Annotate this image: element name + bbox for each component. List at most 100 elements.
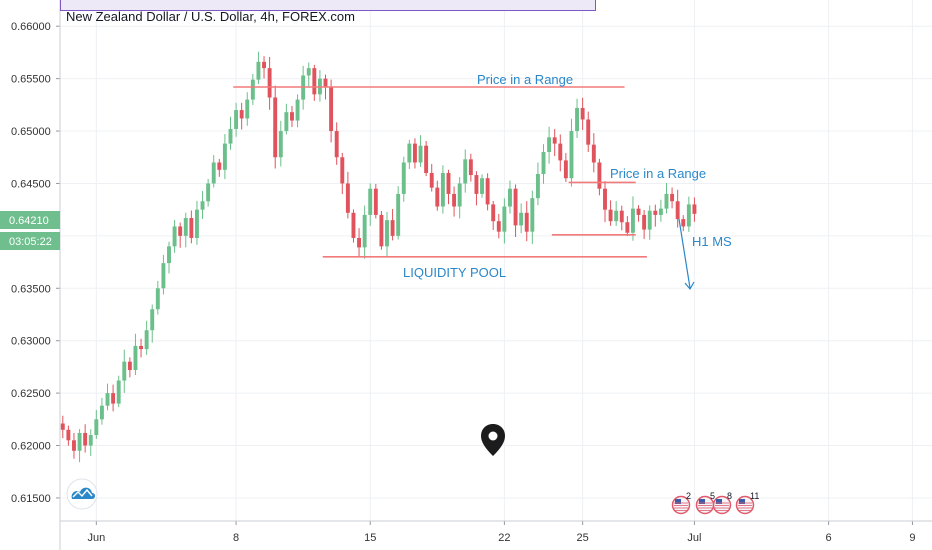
candle (127, 357, 132, 378)
location-pin-icon (481, 424, 505, 456)
candle (603, 181, 607, 223)
candle (446, 169, 451, 205)
candle-body (625, 222, 630, 233)
candle (575, 98, 580, 138)
candle (150, 304, 155, 343)
candle (396, 186, 401, 240)
y-tick-label: 0.63000 (11, 336, 51, 348)
candle (429, 163, 434, 192)
event-marker[interactable]: 8 (712, 491, 733, 515)
candle-body (150, 309, 155, 331)
candle-body (524, 212, 529, 232)
candle-body (502, 206, 507, 232)
x-tick-label: 15 (364, 532, 376, 544)
candle (508, 180, 512, 214)
candle (284, 103, 289, 135)
candle (200, 190, 205, 219)
candle-body (250, 79, 255, 100)
x-tick-label: Jul (687, 532, 701, 544)
candle (122, 349, 127, 393)
candle-body (239, 110, 244, 119)
candle (681, 215, 686, 232)
candle-body (83, 432, 88, 446)
candle-body (323, 78, 328, 88)
candle-body (66, 429, 71, 441)
candle (658, 199, 663, 222)
candle (480, 174, 484, 198)
candle-body (206, 183, 211, 202)
candle (541, 144, 546, 184)
annotation-h1-ms[interactable]: H1 MS (692, 234, 732, 249)
candle (547, 126, 552, 164)
candle (424, 141, 429, 177)
event-marker[interactable]: 2 (671, 491, 692, 515)
candle-body (675, 201, 680, 220)
candle (435, 180, 440, 211)
candle-body (234, 110, 239, 129)
candle-body (647, 210, 652, 230)
candle-body (295, 99, 300, 121)
projection-arrow[interactable] (678, 218, 695, 291)
y-tick-label: 0.63500 (11, 283, 51, 295)
flag-canton (699, 499, 705, 504)
candle (317, 69, 322, 102)
candle (535, 162, 540, 206)
candle-body (463, 159, 468, 184)
annotation-price-range-top[interactable]: Price in a Range (477, 72, 573, 87)
candle (66, 425, 71, 446)
candle-body (496, 221, 501, 232)
candle-body (575, 107, 580, 132)
candle-body (172, 226, 177, 247)
candle-body (385, 220, 389, 247)
candle (357, 228, 362, 258)
x-tick-label: 25 (577, 532, 589, 544)
candle-body (290, 112, 294, 121)
annotation-price-range-small[interactable]: Price in a Range (610, 166, 706, 181)
candle (468, 153, 473, 182)
candle-body (681, 219, 686, 227)
y-tick-label: 0.65000 (11, 126, 51, 138)
candle (217, 158, 222, 177)
candle-body (580, 107, 585, 120)
candle (440, 165, 445, 214)
candle (552, 129, 557, 157)
y-tick-label: 0.61500 (11, 493, 51, 505)
candle (329, 79, 334, 143)
event-count: 2 (686, 491, 691, 501)
candle-body (245, 99, 250, 119)
candle-body (267, 68, 272, 98)
current-price-label: 0.64210 (9, 215, 49, 227)
candle-body (547, 137, 552, 153)
candle-body (457, 183, 462, 207)
candle (597, 158, 602, 196)
event-marker[interactable]: 11 (735, 491, 760, 515)
candle-body (569, 131, 574, 179)
candle (502, 198, 507, 244)
candle-body (424, 145, 429, 173)
candle-body (306, 68, 311, 76)
event-marker[interactable]: 5 (695, 491, 716, 515)
candle (340, 152, 345, 195)
candle (105, 383, 110, 411)
candle (273, 85, 278, 169)
candle (334, 122, 339, 165)
candle-body (334, 131, 339, 158)
x-tick-label: 6 (826, 532, 832, 544)
candle-body (127, 361, 132, 371)
candle-body (362, 214, 367, 248)
candle-body (597, 162, 602, 189)
candle (245, 92, 250, 126)
candle (345, 171, 350, 219)
candle-body (144, 330, 149, 350)
candle (194, 200, 199, 245)
annotation-liquidity-pool[interactable]: LIQUIDITY POOL (403, 265, 506, 280)
candle (463, 149, 468, 193)
candle (457, 177, 462, 219)
candle-body (211, 162, 216, 184)
candle (513, 184, 518, 238)
candle-body (155, 288, 160, 310)
candle (692, 197, 697, 222)
candle (474, 171, 479, 206)
cloud-logo-icon[interactable] (66, 478, 98, 510)
